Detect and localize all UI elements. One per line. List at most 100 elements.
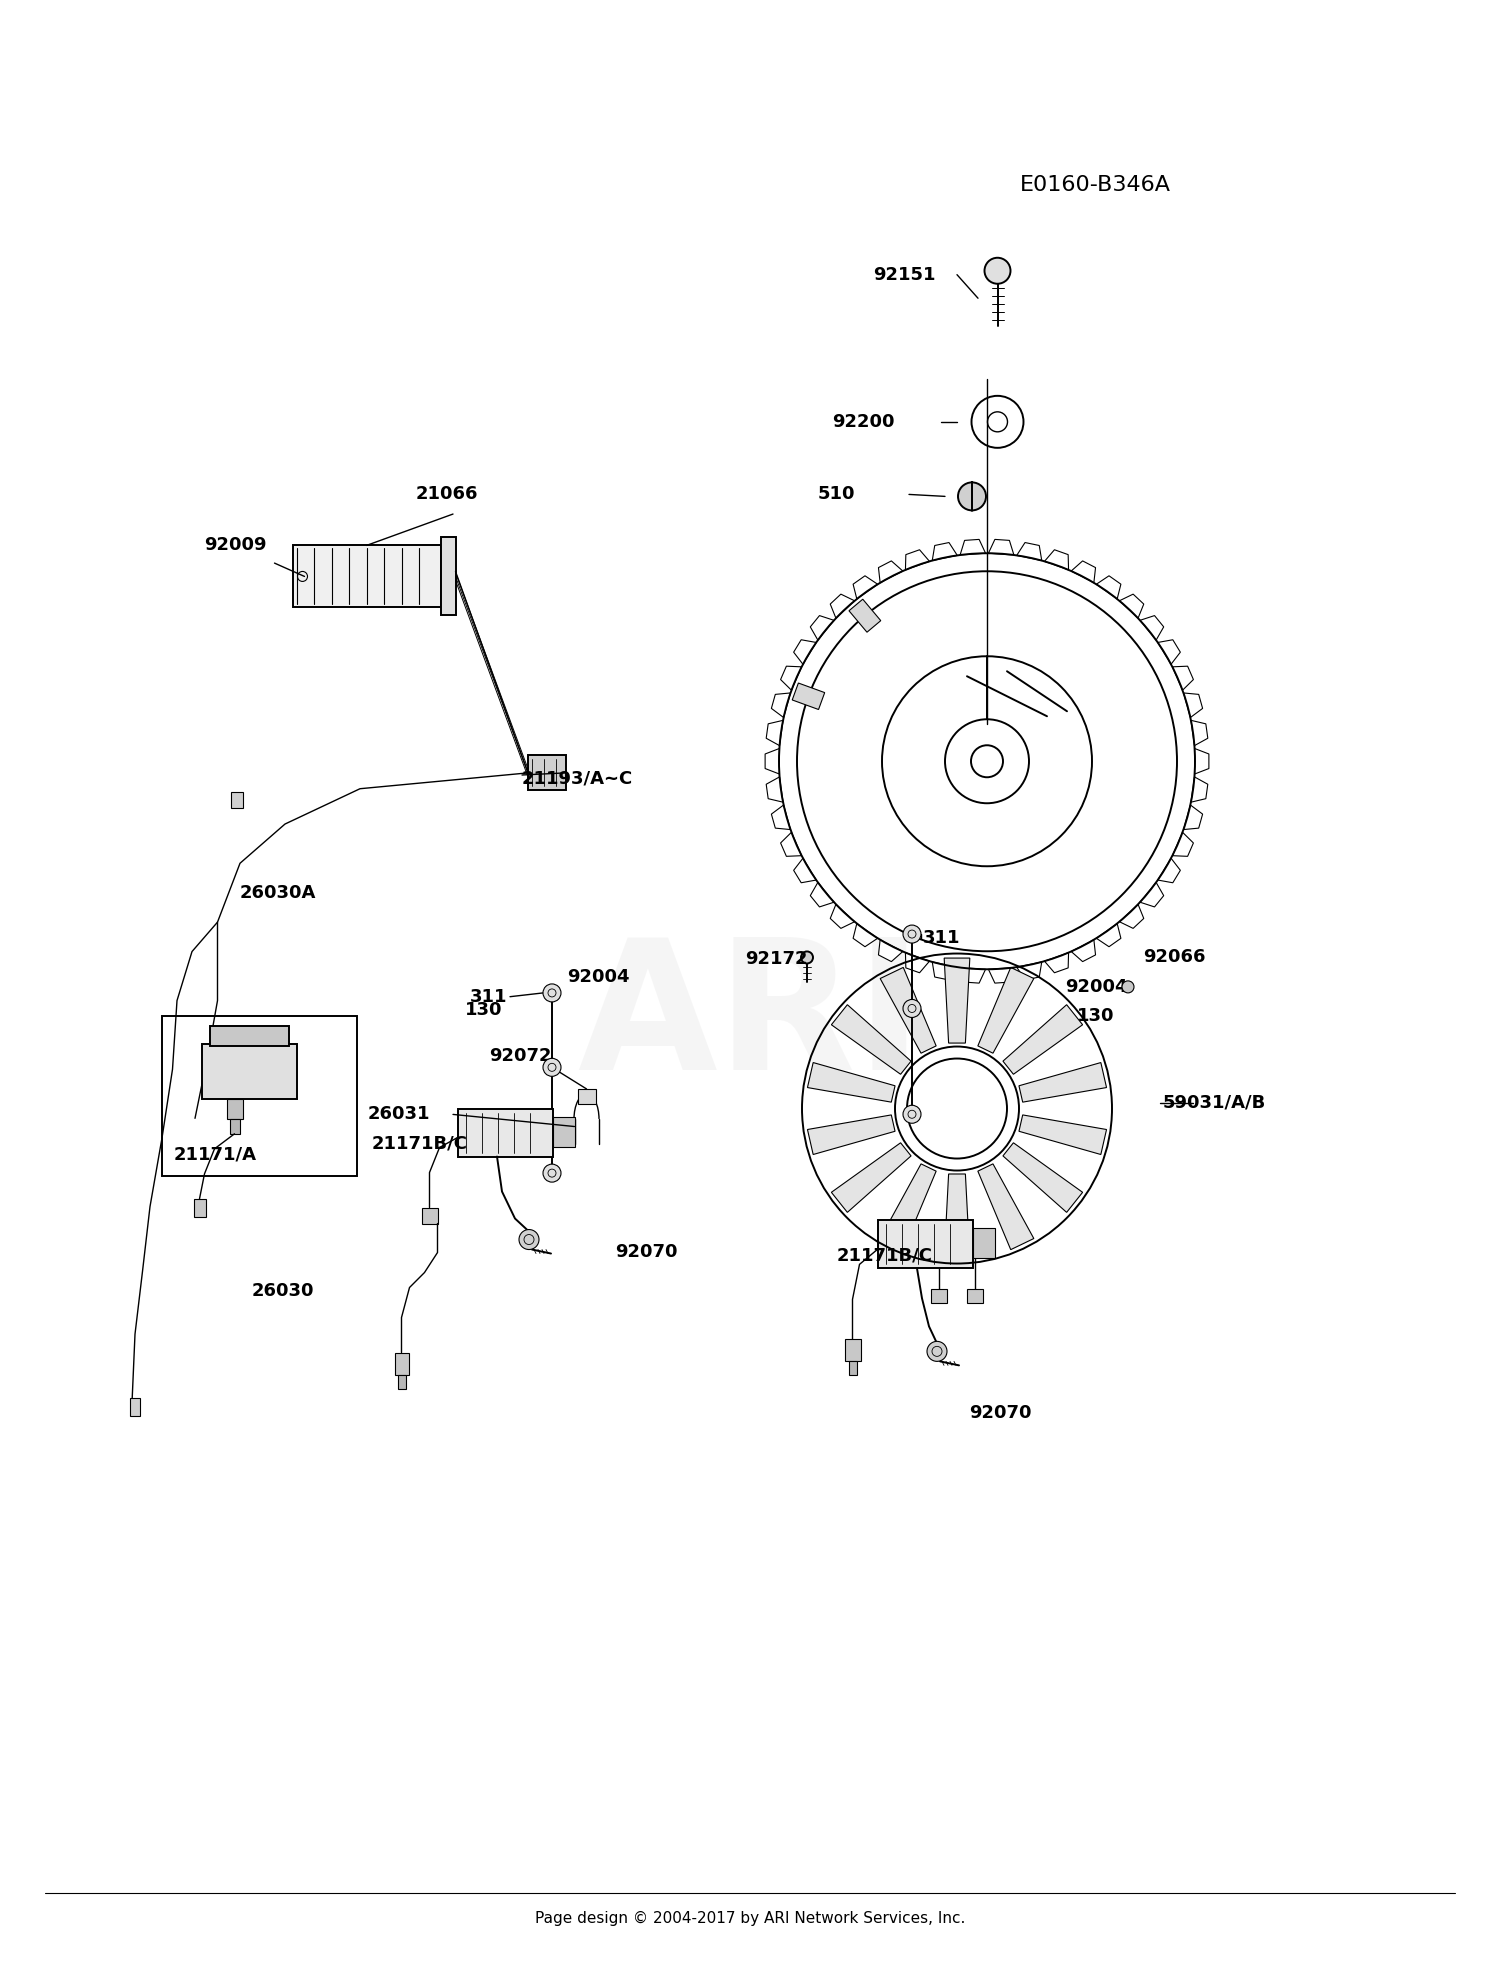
Text: 26030A: 26030A bbox=[240, 883, 316, 903]
Polygon shape bbox=[831, 1142, 910, 1213]
Polygon shape bbox=[849, 598, 880, 632]
Polygon shape bbox=[765, 748, 780, 775]
Polygon shape bbox=[1004, 1142, 1083, 1213]
Polygon shape bbox=[780, 667, 801, 691]
Polygon shape bbox=[933, 543, 957, 561]
Bar bbox=[972, 1228, 994, 1258]
Text: E0160-B346A: E0160-B346A bbox=[1020, 175, 1172, 194]
Polygon shape bbox=[780, 832, 801, 855]
Polygon shape bbox=[1140, 616, 1164, 640]
Polygon shape bbox=[771, 804, 790, 830]
Circle shape bbox=[543, 1058, 561, 1077]
Circle shape bbox=[903, 999, 921, 1018]
Bar bbox=[849, 1362, 856, 1375]
Polygon shape bbox=[830, 904, 855, 928]
Polygon shape bbox=[1184, 693, 1203, 718]
Text: 92070: 92070 bbox=[615, 1242, 678, 1262]
Bar bbox=[231, 793, 243, 808]
Bar bbox=[292, 545, 441, 608]
Text: 21171B/C: 21171B/C bbox=[837, 1246, 933, 1265]
Polygon shape bbox=[807, 1114, 895, 1154]
Polygon shape bbox=[1173, 832, 1194, 855]
Text: 21171B/C: 21171B/C bbox=[372, 1134, 468, 1154]
Polygon shape bbox=[944, 957, 970, 1044]
Polygon shape bbox=[810, 616, 834, 640]
Polygon shape bbox=[853, 924, 877, 948]
Bar bbox=[422, 1207, 438, 1224]
Circle shape bbox=[984, 257, 1011, 284]
Text: 21066: 21066 bbox=[416, 485, 478, 504]
Bar bbox=[230, 1118, 240, 1134]
Bar bbox=[932, 1289, 946, 1303]
Bar bbox=[968, 1289, 982, 1303]
Text: 130: 130 bbox=[1077, 1007, 1114, 1026]
Polygon shape bbox=[960, 540, 986, 555]
Circle shape bbox=[543, 1163, 561, 1183]
Text: 92151: 92151 bbox=[873, 265, 936, 284]
Polygon shape bbox=[944, 1173, 970, 1260]
Bar bbox=[210, 1026, 290, 1046]
Circle shape bbox=[927, 1342, 946, 1362]
Polygon shape bbox=[771, 693, 790, 718]
Text: 92200: 92200 bbox=[833, 412, 896, 432]
Polygon shape bbox=[988, 967, 1014, 983]
Text: 92066: 92066 bbox=[1143, 948, 1206, 967]
Text: 26030: 26030 bbox=[252, 1281, 315, 1301]
Polygon shape bbox=[1184, 804, 1203, 830]
Polygon shape bbox=[880, 967, 936, 1054]
Bar bbox=[458, 1109, 552, 1156]
Bar bbox=[441, 538, 456, 616]
Polygon shape bbox=[1119, 904, 1144, 928]
Polygon shape bbox=[906, 954, 930, 973]
Text: 26031: 26031 bbox=[368, 1105, 430, 1124]
Text: Page design © 2004-2017 by ARI Network Services, Inc.: Page design © 2004-2017 by ARI Network S… bbox=[536, 1911, 964, 1927]
Circle shape bbox=[903, 1105, 921, 1124]
Polygon shape bbox=[1071, 940, 1095, 961]
Polygon shape bbox=[1044, 549, 1068, 569]
Text: 311: 311 bbox=[470, 987, 507, 1007]
Polygon shape bbox=[1158, 857, 1180, 883]
Polygon shape bbox=[1140, 883, 1164, 906]
Polygon shape bbox=[766, 720, 783, 746]
Circle shape bbox=[543, 983, 561, 1003]
Circle shape bbox=[519, 1230, 538, 1250]
Polygon shape bbox=[988, 540, 1014, 555]
Polygon shape bbox=[792, 683, 825, 710]
Bar bbox=[394, 1352, 408, 1375]
Text: 92009: 92009 bbox=[204, 536, 267, 555]
Polygon shape bbox=[807, 1063, 895, 1103]
Text: 130: 130 bbox=[465, 1001, 503, 1020]
Polygon shape bbox=[1019, 1063, 1107, 1103]
Polygon shape bbox=[1158, 640, 1180, 665]
Bar bbox=[162, 1016, 357, 1177]
Polygon shape bbox=[831, 1005, 910, 1075]
Text: 92070: 92070 bbox=[969, 1403, 1032, 1422]
Polygon shape bbox=[1191, 777, 1208, 802]
Polygon shape bbox=[1017, 543, 1041, 561]
Bar bbox=[552, 1116, 574, 1146]
Polygon shape bbox=[978, 1163, 1034, 1250]
Bar bbox=[202, 1044, 297, 1099]
Polygon shape bbox=[1004, 1005, 1083, 1075]
Bar bbox=[878, 1220, 972, 1267]
Text: 92072: 92072 bbox=[489, 1046, 552, 1065]
Circle shape bbox=[1122, 981, 1134, 993]
Text: 92004: 92004 bbox=[567, 967, 630, 987]
Polygon shape bbox=[1019, 1114, 1107, 1154]
Circle shape bbox=[801, 952, 813, 963]
Polygon shape bbox=[830, 594, 855, 618]
Polygon shape bbox=[1096, 575, 1120, 598]
Text: 510: 510 bbox=[818, 485, 855, 504]
Text: 21193/A~C: 21193/A~C bbox=[522, 769, 633, 789]
Text: 92172: 92172 bbox=[746, 950, 808, 969]
Text: 59031/A/B: 59031/A/B bbox=[1162, 1093, 1266, 1112]
Polygon shape bbox=[1044, 954, 1068, 973]
Polygon shape bbox=[879, 940, 903, 961]
Polygon shape bbox=[1173, 667, 1194, 691]
Bar bbox=[398, 1375, 405, 1389]
Polygon shape bbox=[1096, 924, 1120, 948]
Bar bbox=[194, 1199, 206, 1216]
Polygon shape bbox=[906, 549, 930, 569]
Text: 92004: 92004 bbox=[1065, 977, 1128, 997]
Polygon shape bbox=[1119, 594, 1144, 618]
